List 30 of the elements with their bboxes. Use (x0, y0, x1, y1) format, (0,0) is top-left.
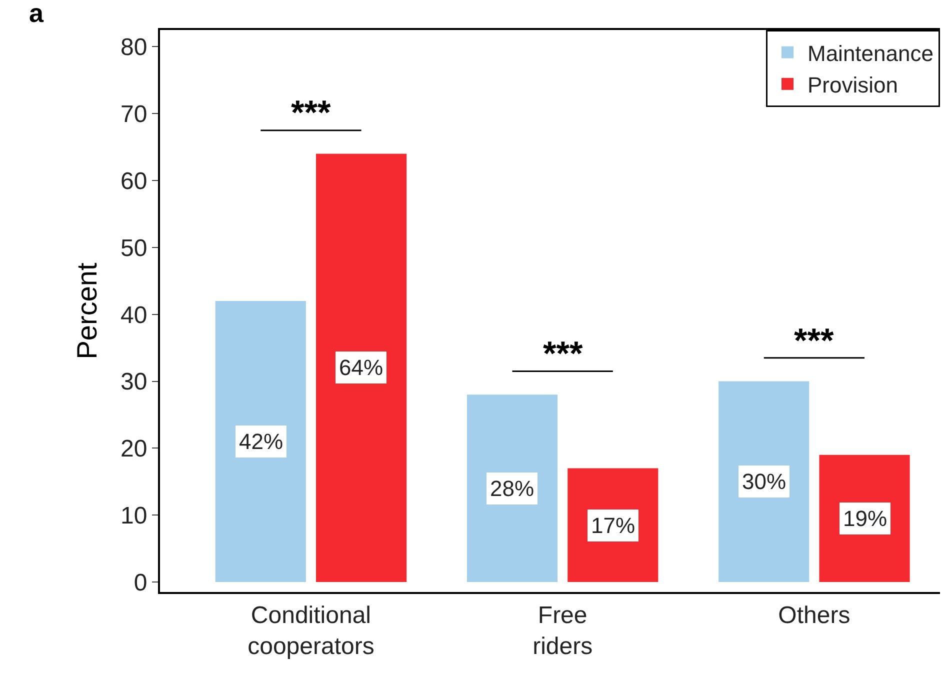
y-tick-label: 40 (120, 302, 148, 329)
y-tick-label: 10 (120, 502, 148, 530)
bar (718, 381, 810, 582)
y-tick-label: 20 (120, 436, 148, 463)
bar (466, 394, 558, 582)
bar (316, 154, 407, 582)
text: a (29, 0, 44, 28)
y-tick-label: 0 (134, 569, 148, 596)
x-tick-label: Others (778, 602, 850, 629)
x-tick-label: Conditional cooperators (248, 602, 374, 660)
data-label: 42% (239, 429, 284, 454)
data-label: 64% (339, 355, 384, 380)
annotation: *** (543, 335, 584, 373)
y-tick-label: 70 (120, 101, 148, 128)
data-label: 17% (591, 513, 636, 538)
bar (215, 300, 306, 582)
y-tick-label: 80 (120, 34, 148, 62)
data-label: 28% (490, 476, 534, 501)
data-label: 30% (742, 469, 786, 494)
bar (819, 454, 910, 582)
y-tick-label: 50 (120, 234, 148, 262)
annotation: *** (291, 94, 332, 132)
y-axis-title: Percent (72, 262, 103, 360)
x-tick-label: Free riders (532, 602, 593, 660)
data-label: 19% (843, 506, 888, 531)
legend-label: Provision (808, 72, 898, 98)
annotation: *** (794, 322, 834, 360)
legend-label: Maintenance (808, 40, 934, 66)
y-tick-label: 30 (120, 368, 148, 396)
y-tick-label: 60 (120, 168, 148, 195)
